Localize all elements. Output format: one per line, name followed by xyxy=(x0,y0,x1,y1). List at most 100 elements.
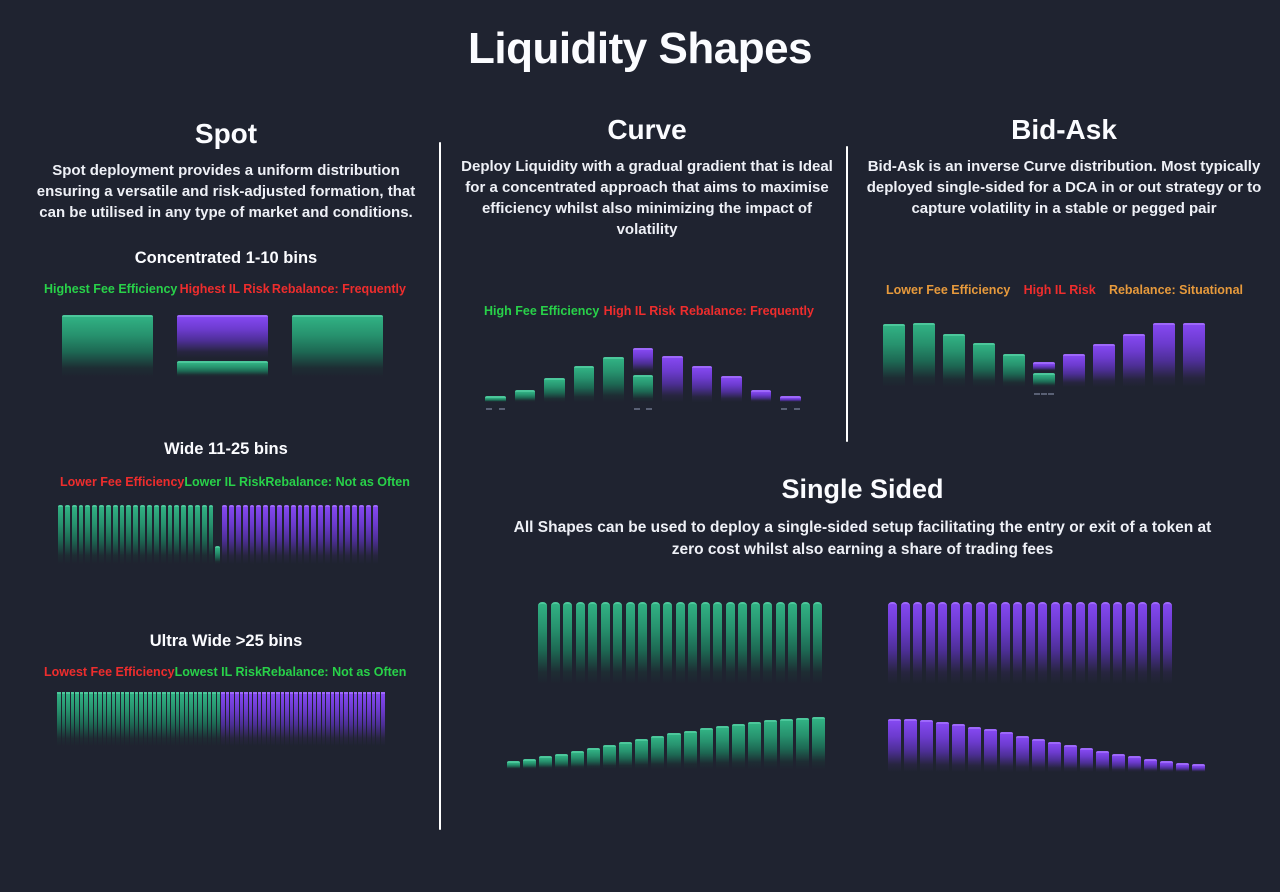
liquidity-bar xyxy=(675,602,685,684)
bar-slot xyxy=(662,346,683,402)
bar-slot xyxy=(651,716,665,769)
liquidity-bar xyxy=(215,546,221,564)
liquidity-bar xyxy=(613,602,622,684)
bar-slot xyxy=(215,505,221,564)
bar-slot xyxy=(244,692,248,746)
bar-slot xyxy=(1063,600,1072,684)
liquidity-bar xyxy=(216,692,221,746)
liquidity-bar xyxy=(326,692,330,746)
spot-concentrated-title: Concentrated 1-10 bins xyxy=(134,249,318,267)
liquidity-bar xyxy=(1032,739,1045,772)
liquidity-bar xyxy=(780,396,802,402)
liquidity-bar xyxy=(904,719,917,772)
single-sided-descending-purple-chart xyxy=(888,718,1205,772)
bar-slot xyxy=(1050,600,1060,684)
bidask-labels: Lower Fee Efficiency High IL Risk Rebala… xyxy=(860,283,1268,297)
liquidity-bar xyxy=(157,692,161,746)
bar-slot xyxy=(298,692,303,746)
liquidity-bar xyxy=(372,505,378,564)
bar-slot xyxy=(166,692,171,746)
bar-slot xyxy=(62,315,153,377)
bar-slot xyxy=(248,692,253,746)
bar-slot xyxy=(216,692,221,746)
liquidity-bar xyxy=(550,602,560,684)
single-sided-uniform-green-chart xyxy=(538,600,822,684)
bar-slot xyxy=(167,505,173,564)
liquidity-bar xyxy=(230,692,234,746)
bar-slot xyxy=(367,692,371,746)
liquidity-bar xyxy=(1063,602,1072,684)
bar-slot xyxy=(371,692,376,746)
bidask-rebalance-label: Rebalance: Situational xyxy=(1108,283,1243,297)
liquidity-bar xyxy=(152,692,157,746)
liquidity-bar xyxy=(1064,745,1077,772)
bar-slot xyxy=(900,600,910,684)
bar-slot xyxy=(207,692,212,746)
liquidity-bar xyxy=(263,505,269,564)
liquidity-bar xyxy=(1192,764,1205,772)
bidask-description: Bid-Ask is an inverse Curve distribution… xyxy=(866,158,1262,217)
bar-slot xyxy=(229,505,234,564)
bar-slot xyxy=(126,505,132,564)
liquidity-bar xyxy=(763,720,777,769)
liquidity-bar xyxy=(731,724,745,769)
bar-slot xyxy=(189,692,193,746)
liquidity-bar xyxy=(304,505,310,564)
liquidity-bar xyxy=(339,692,344,746)
liquidity-bar xyxy=(318,505,323,564)
bar-slot xyxy=(78,505,84,564)
bar-slot xyxy=(888,718,901,772)
liquidity-bar xyxy=(700,602,710,684)
curve-chart xyxy=(485,346,802,410)
bar-slot xyxy=(102,692,107,746)
bar-slot xyxy=(66,692,70,746)
spot-concentrated-il-label: Highest IL Risk xyxy=(179,282,270,296)
liquidity-bar xyxy=(1113,602,1122,684)
liquidity-bar xyxy=(721,376,742,402)
bar-slot xyxy=(317,692,321,746)
bar-slot xyxy=(222,505,228,564)
bar-slot xyxy=(650,600,660,684)
liquidity-bar xyxy=(376,692,380,746)
liquidity-bar xyxy=(811,717,825,769)
liquidity-bar xyxy=(555,754,569,769)
liquidity-bar xyxy=(201,505,207,564)
bar-slot xyxy=(280,692,285,746)
bar-slot xyxy=(544,346,565,402)
bar-slot xyxy=(359,505,364,564)
liquidity-bar xyxy=(71,505,77,564)
liquidity-bar xyxy=(134,692,139,746)
bar-slot xyxy=(1112,718,1125,772)
liquidity-bar xyxy=(587,748,601,769)
liquidity-bar xyxy=(1125,602,1135,684)
page-title: Liquidity Shapes xyxy=(467,24,813,73)
bar-slot xyxy=(1128,718,1141,772)
bar-slot xyxy=(713,600,722,684)
liquidity-bar xyxy=(335,692,339,746)
liquidity-bar xyxy=(107,692,111,746)
liquidity-bar xyxy=(181,505,187,564)
liquidity-bar xyxy=(177,315,268,377)
bar-slot xyxy=(1032,718,1045,772)
liquidity-bar xyxy=(345,505,351,564)
liquidity-bar xyxy=(257,692,262,746)
bar-slot xyxy=(920,718,933,772)
bar-slot xyxy=(1013,600,1022,684)
liquidity-bar xyxy=(788,602,797,684)
bar-slot xyxy=(550,600,560,684)
bar-slot xyxy=(321,692,326,746)
liquidity-bar xyxy=(266,692,271,746)
bar-slot xyxy=(747,716,761,769)
bar-segment-green xyxy=(177,361,268,377)
liquidity-bar xyxy=(98,692,102,746)
bar-slot xyxy=(1100,600,1110,684)
liquidity-bar xyxy=(88,692,93,746)
bar-slot xyxy=(171,692,175,746)
liquidity-bar xyxy=(713,602,722,684)
liquidity-bar xyxy=(133,505,139,564)
bar-slot xyxy=(683,716,697,769)
bar-slot xyxy=(256,505,262,564)
bar-slot xyxy=(1064,718,1077,772)
liquidity-bar xyxy=(116,692,120,746)
liquidity-bar xyxy=(229,505,234,564)
